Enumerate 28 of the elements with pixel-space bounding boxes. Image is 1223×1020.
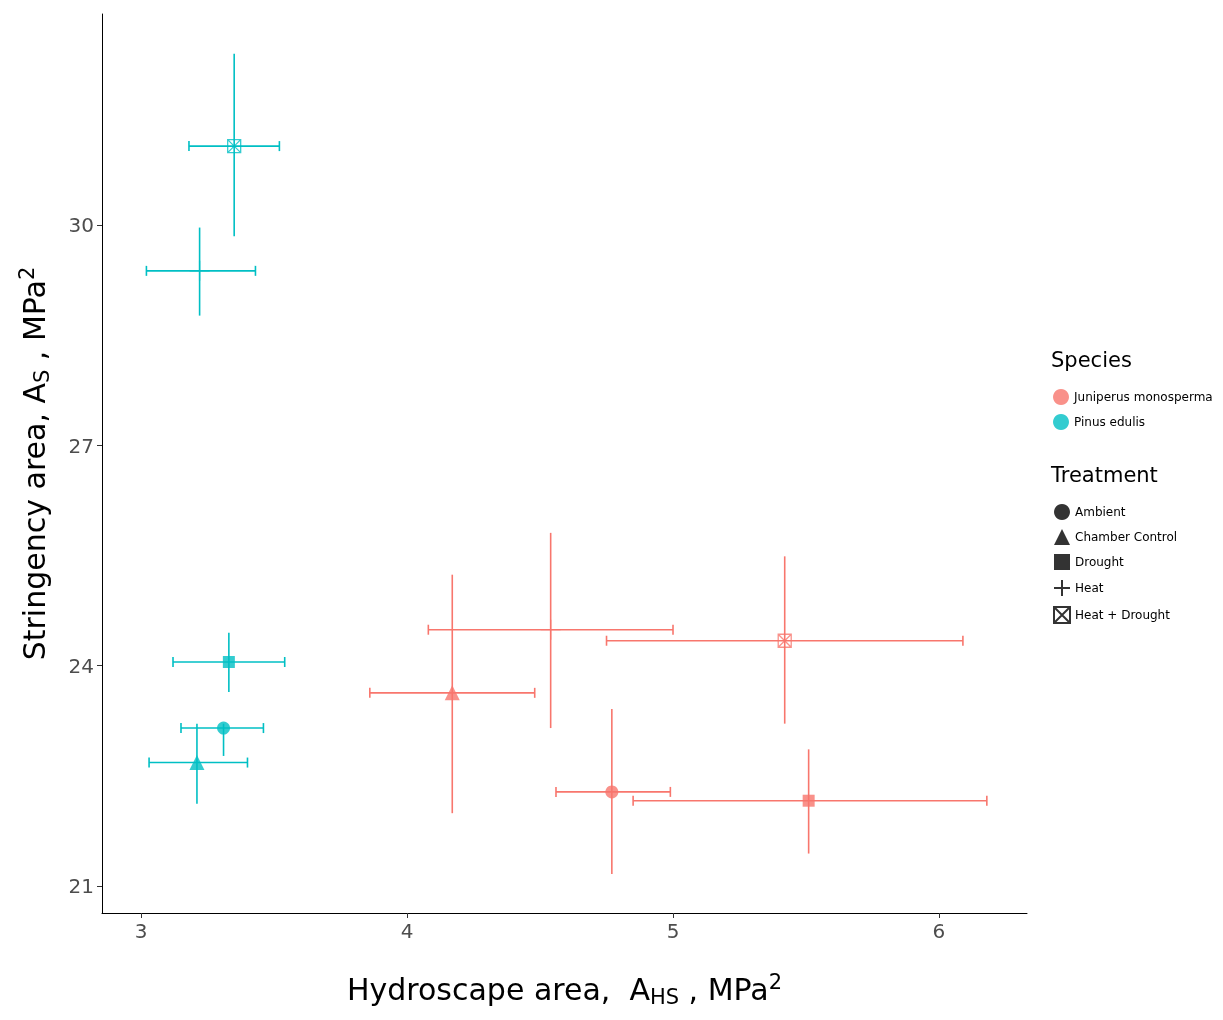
- x-tick-label: 6: [932, 919, 946, 943]
- point: [802, 794, 815, 807]
- x-tick-label: 3: [134, 919, 148, 943]
- y-tick-label: 21: [68, 873, 94, 898]
- y-tick-label: 30: [68, 213, 94, 238]
- point: [227, 138, 242, 154]
- legend-label: Drought: [1075, 555, 1125, 569]
- y-axis-title: Stringency area, AS , MPa2: [14, 266, 54, 661]
- point: [540, 619, 562, 641]
- point: [444, 685, 460, 701]
- point: [189, 755, 205, 771]
- point: [217, 721, 231, 735]
- legend-label: Ambient: [1075, 505, 1126, 519]
- x-tick-label: 4: [400, 919, 414, 943]
- legend-label: Heat + Drought: [1075, 608, 1171, 622]
- y-tick-label: 27: [68, 433, 94, 458]
- legend-label: Juniperus monosperma: [1073, 390, 1213, 404]
- text: Treatment: [1051, 462, 1158, 487]
- legend-label: Heat: [1075, 581, 1104, 595]
- legend-label: Pinus edulis: [1074, 415, 1146, 429]
- x-tick-label: 5: [666, 919, 680, 943]
- point: [777, 633, 792, 648]
- point: [605, 785, 619, 799]
- point: [222, 656, 235, 669]
- y-tick-label: 24: [68, 653, 94, 678]
- text: Species: [1051, 347, 1132, 372]
- legend-label: Chamber Control: [1075, 530, 1178, 544]
- point: [188, 260, 211, 282]
